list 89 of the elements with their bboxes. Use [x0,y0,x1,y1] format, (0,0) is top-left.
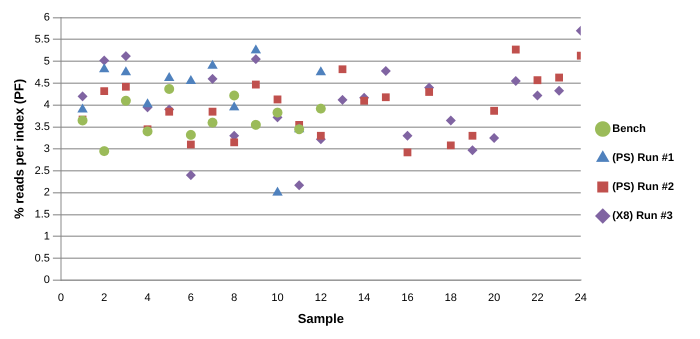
point [208,118,218,128]
x-axis-title: Sample [298,310,344,326]
point [490,106,498,115]
point [142,126,153,136]
point [402,130,412,141]
point [252,80,260,88]
y-axis-title: % reads per index (PF) [11,78,26,219]
point [207,60,218,69]
x-tick-label: 0 [58,292,64,304]
point [316,66,326,76]
point [165,108,174,116]
point [337,94,348,105]
y-tick-label: 0.5 [34,252,50,264]
point [164,84,174,94]
point [294,180,304,190]
point [250,44,262,54]
point [164,72,174,81]
x-tick-label: 24 [574,292,587,304]
x-tick-label: 10 [271,292,284,304]
y-tick-label: 2 [44,186,50,199]
x-tick-label: 4 [144,292,151,304]
x-tick-label: 16 [401,292,414,304]
point [99,146,110,156]
y-tick-label: 3 [44,142,50,155]
point [554,86,564,96]
point [446,142,455,150]
x-tick-label: 2 [101,292,108,304]
point [186,170,196,180]
point [186,130,196,140]
point [467,145,478,156]
point [208,108,216,116]
point [120,66,132,76]
y-tick-label: 2.5 [34,164,50,177]
y-tick-label: 3.5 [34,121,50,134]
point [186,140,195,148]
point [425,88,434,96]
y-tick-label: 5 [44,55,50,68]
x-tick-label: 8 [231,292,238,304]
x-tick-label: 14 [358,292,370,304]
point [532,90,542,101]
point [250,120,261,130]
point [382,93,390,102]
point [510,76,521,86]
legend-label: (X8) Run #3 [612,210,673,222]
point [360,96,368,105]
legend-label: (PS) Run #1 [612,152,674,164]
point [338,65,346,74]
point [100,87,108,96]
point [228,101,240,110]
x-tick-label: 6 [188,292,194,304]
point [142,98,153,108]
point [99,55,110,66]
point [512,46,520,54]
point [316,132,325,140]
x-tick-label: 20 [488,292,500,304]
point [208,74,218,84]
point [122,82,130,91]
y-tick-label: 6 [44,12,50,24]
point [186,75,196,84]
point [404,148,412,156]
point [316,104,326,114]
x-tick-label: 12 [314,292,327,304]
point [380,66,391,76]
x-tick-label: 22 [531,292,544,304]
point [446,115,456,126]
y-tick-label: 5.5 [34,34,50,46]
point [99,63,110,72]
y-tick-label: 1 [44,230,50,242]
point [555,74,563,82]
y-tick-label: 1.5 [34,208,50,221]
y-tick-label: 4.5 [34,77,50,90]
point [120,96,131,106]
point [489,132,500,143]
legend-label: Bench [612,123,646,136]
point [77,104,88,113]
point [272,186,283,196]
point [468,132,476,140]
point [78,91,88,102]
x-tick-label: 18 [444,292,457,304]
point [229,90,240,101]
point [534,76,542,84]
y-tick-label: 0 [44,274,50,286]
point [230,138,238,146]
legend-label: (PS) Run #2 [612,181,674,194]
point [120,51,131,62]
point [274,96,282,104]
point [272,108,283,118]
y-tick-label: 4 [44,99,50,112]
point [250,54,261,64]
